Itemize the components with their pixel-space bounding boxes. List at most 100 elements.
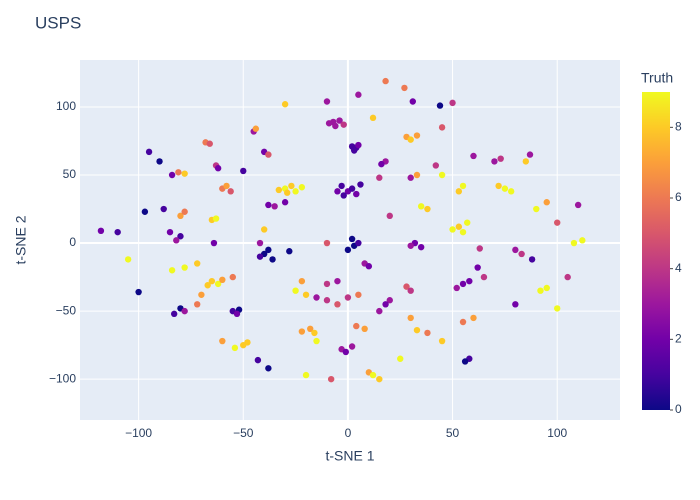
point [365, 263, 373, 270]
point [403, 283, 410, 290]
point [181, 170, 188, 177]
point [323, 239, 331, 247]
point [284, 189, 291, 196]
point [369, 114, 377, 122]
point [334, 277, 341, 285]
point [407, 287, 414, 294]
colorbar-title: Truth [641, 70, 673, 86]
point [528, 256, 536, 263]
point [355, 141, 362, 149]
point [204, 282, 211, 289]
point [401, 84, 408, 92]
point [227, 188, 234, 195]
point [353, 322, 360, 330]
point [348, 185, 356, 192]
point [219, 276, 226, 284]
point [233, 310, 241, 318]
point [361, 325, 368, 333]
colorbar-tick-label: 0 [675, 402, 682, 416]
point [141, 208, 149, 215]
point [323, 280, 331, 288]
point [271, 203, 278, 210]
point [413, 326, 421, 334]
point [302, 291, 310, 298]
point [495, 182, 502, 190]
point [438, 124, 446, 131]
point [417, 243, 425, 251]
point [455, 223, 463, 230]
point [491, 158, 498, 165]
point [382, 301, 389, 308]
point [340, 192, 347, 199]
point [252, 125, 260, 132]
point [135, 288, 142, 296]
point [340, 121, 347, 128]
point [518, 250, 525, 258]
point [231, 344, 239, 352]
point [424, 205, 431, 213]
point [386, 212, 393, 220]
point [512, 301, 519, 308]
point [313, 337, 320, 345]
x-tick-label: −50 [233, 426, 254, 440]
point [409, 98, 416, 105]
point [436, 102, 444, 109]
point [302, 371, 310, 379]
point [181, 307, 188, 315]
point [376, 375, 383, 383]
point [449, 226, 456, 233]
point [160, 205, 167, 213]
point [432, 162, 440, 169]
point [554, 305, 561, 312]
point [350, 147, 358, 154]
point [497, 155, 504, 162]
point [210, 239, 218, 247]
point [265, 365, 272, 372]
point [256, 239, 264, 247]
point [376, 307, 383, 315]
point [336, 117, 343, 124]
point [313, 294, 320, 301]
y-tick-label: 100 [56, 99, 76, 113]
point [323, 98, 331, 105]
colorbar-tick-label: 4 [675, 261, 682, 275]
point [168, 267, 176, 274]
point [145, 148, 153, 156]
point [417, 203, 425, 210]
point [124, 256, 132, 263]
point [194, 301, 201, 308]
point [206, 140, 213, 147]
point [342, 348, 350, 356]
point [286, 248, 293, 255]
point [461, 358, 469, 365]
point [459, 280, 467, 288]
point [424, 329, 431, 337]
point [214, 165, 222, 172]
point [275, 186, 283, 194]
point [212, 215, 220, 222]
point [543, 199, 550, 206]
point [522, 158, 530, 165]
point [265, 246, 272, 254]
point [348, 343, 356, 350]
point [260, 226, 268, 233]
point [311, 329, 318, 337]
point [476, 245, 483, 252]
point [438, 171, 446, 179]
y-tick-label: −50 [56, 303, 77, 317]
point [413, 132, 421, 139]
point [223, 182, 230, 190]
point [114, 228, 121, 236]
point [407, 314, 414, 322]
point [470, 152, 477, 160]
point [466, 277, 473, 285]
point [407, 174, 414, 181]
colorbar [642, 92, 670, 410]
y-axis-title: t-SNE 2 [13, 215, 29, 264]
point [338, 182, 345, 190]
point [459, 182, 467, 190]
point [464, 219, 471, 226]
point [170, 310, 178, 318]
point [348, 235, 356, 243]
